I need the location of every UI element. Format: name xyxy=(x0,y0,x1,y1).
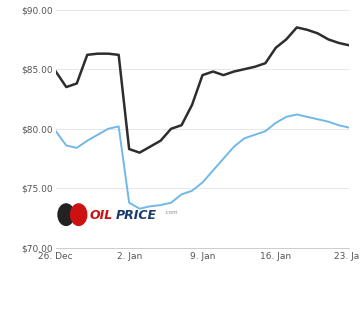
Text: OIL: OIL xyxy=(90,209,113,222)
Legend: WTI Crude, Brent Crude: WTI Crude, Brent Crude xyxy=(107,315,298,318)
Ellipse shape xyxy=(58,204,74,225)
Text: PRICE: PRICE xyxy=(116,209,157,222)
Ellipse shape xyxy=(71,204,87,225)
Text: .com: .com xyxy=(165,210,178,215)
